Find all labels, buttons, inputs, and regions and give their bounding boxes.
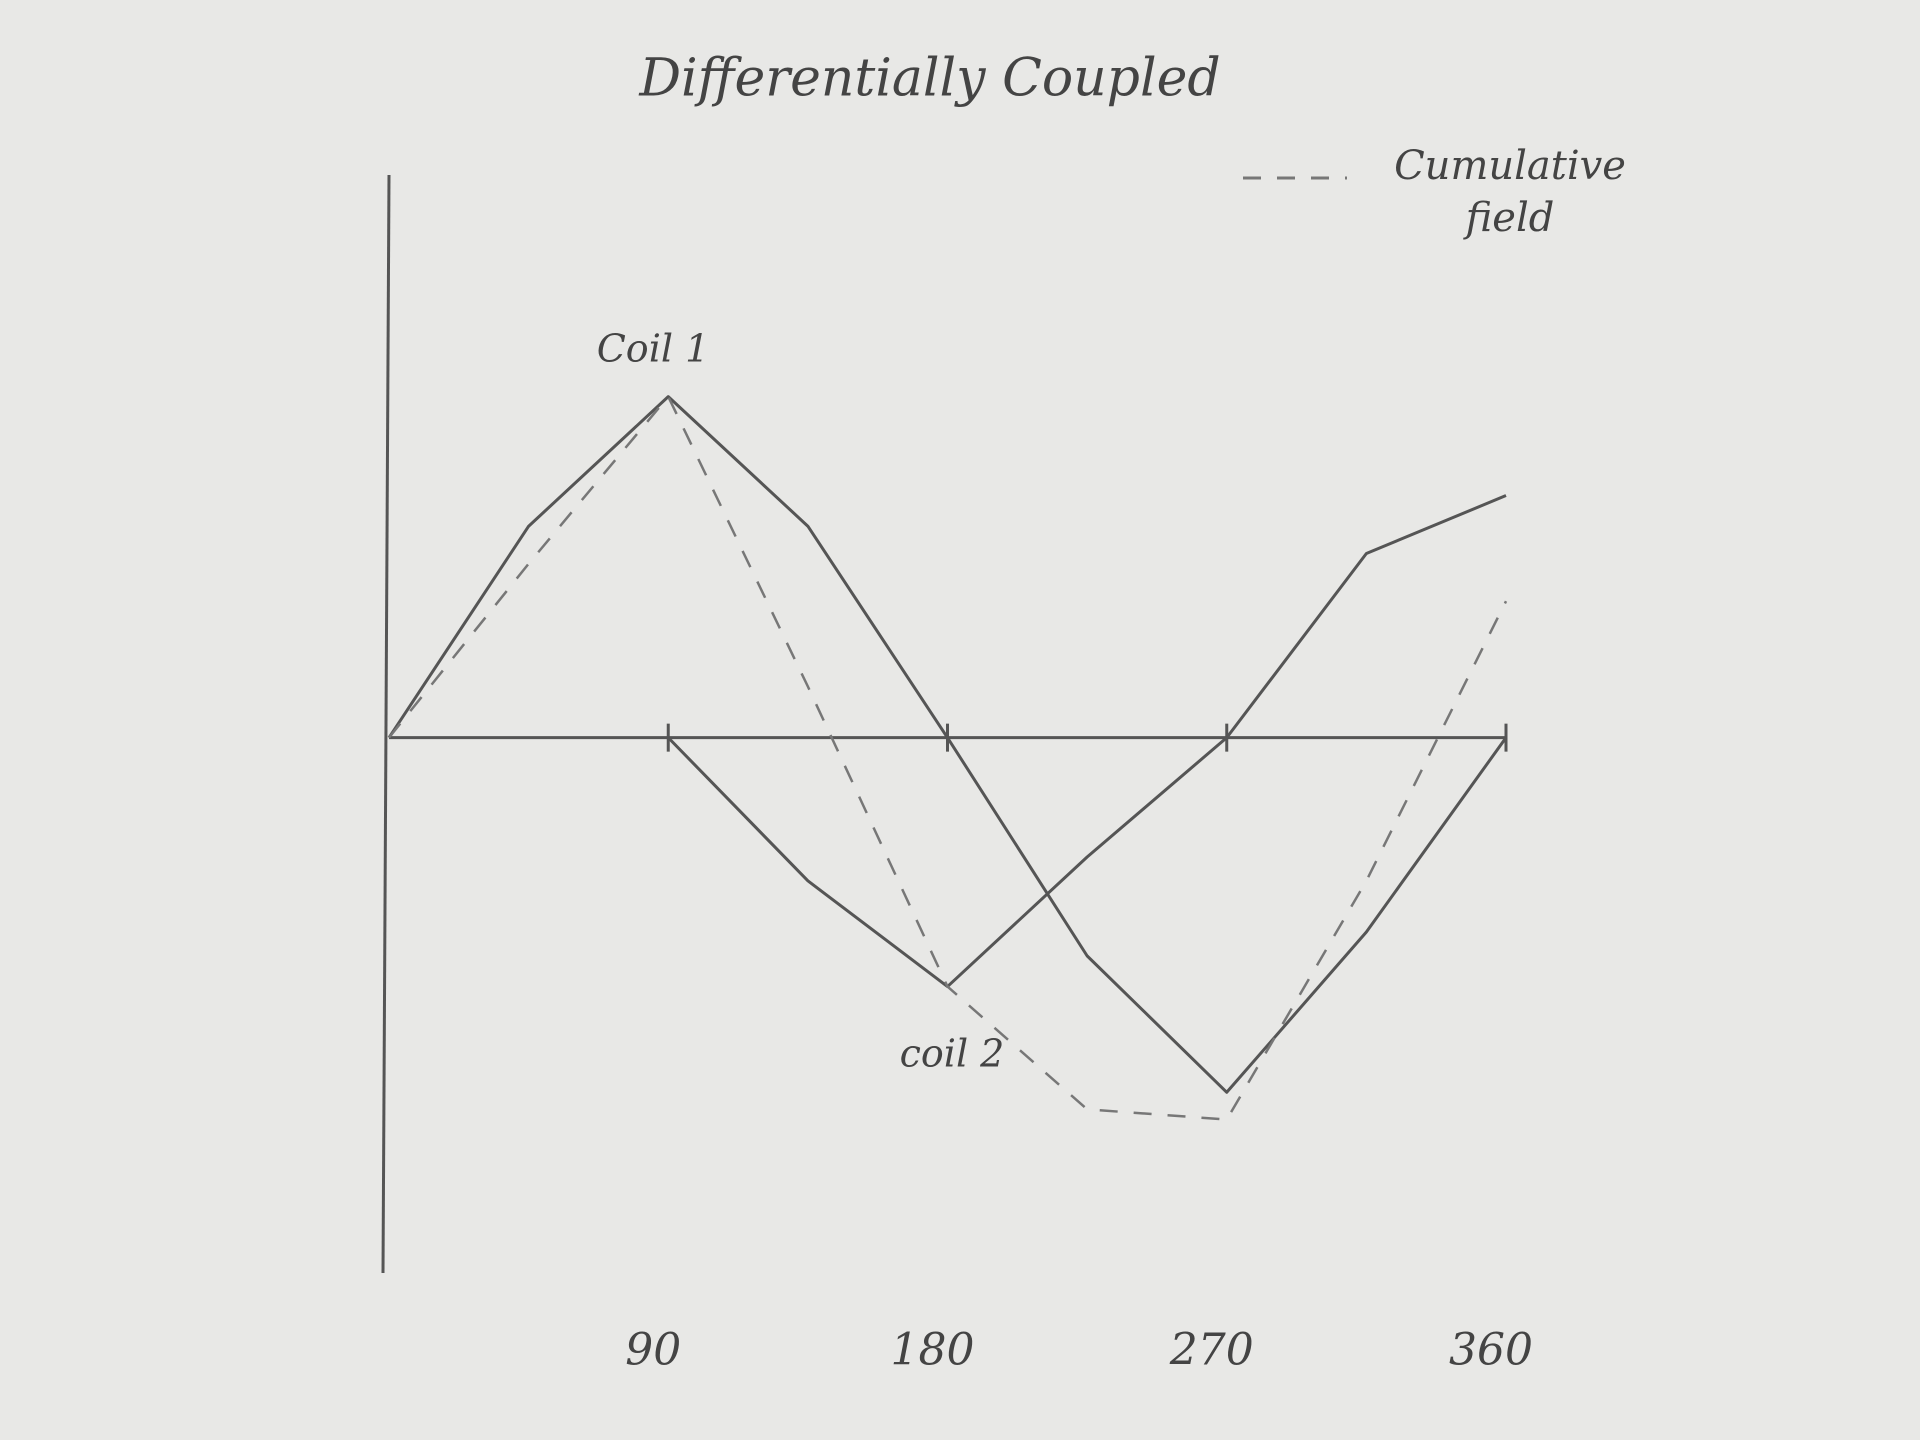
series-line <box>387 395 1508 1094</box>
legend-label: Cumulative field <box>1394 143 1626 241</box>
x-tick-label: 90 <box>625 1325 681 1376</box>
x-tick-label: 180 <box>891 1325 975 1376</box>
series-line <box>667 494 1507 989</box>
y-axis <box>381 174 391 1274</box>
series-label: coil 2 <box>900 1032 1005 1076</box>
x-tick-label: 270 <box>1169 1325 1254 1376</box>
chart-title: Differentially Coupled <box>638 49 1220 109</box>
series-line <box>388 395 1508 1121</box>
x-tick-label: 360 <box>1449 1325 1533 1376</box>
series-label: Coil 1 <box>597 327 710 371</box>
